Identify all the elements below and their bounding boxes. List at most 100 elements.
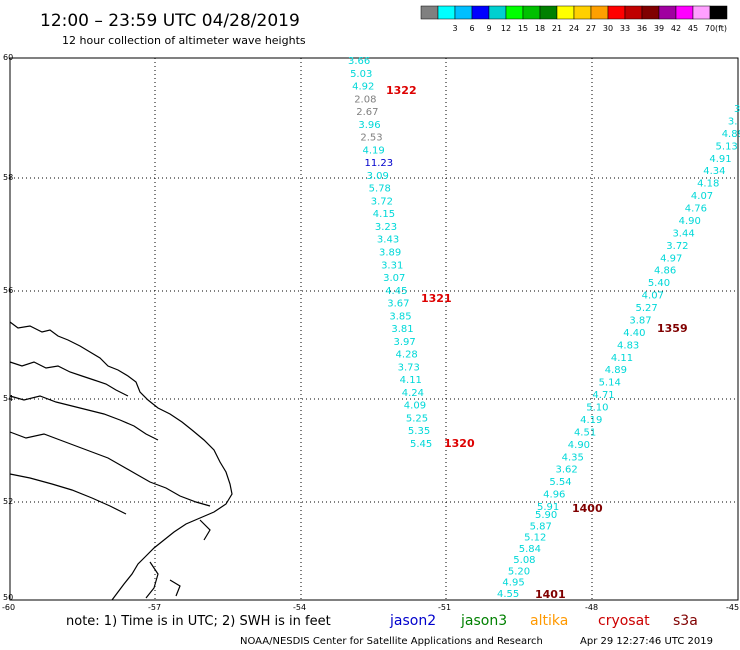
wave-height-label: 4.18 (697, 179, 719, 190)
legend-swatch-label: 15 (518, 24, 528, 33)
wave-height-label: 4.86 (654, 266, 676, 277)
wave-height-label: 3.89 (379, 248, 401, 259)
wave-height-label: 3.96 (358, 120, 380, 131)
wave-height-label: 5.45 (410, 439, 432, 450)
legend-swatch-label: 33 (620, 24, 630, 33)
lon-label-54: -54 (293, 603, 306, 612)
legend-swatch-label: 42 (671, 24, 681, 33)
legend-swatch-label: 12 (501, 24, 511, 33)
legend-swatch (641, 5, 660, 20)
legend-swatch (709, 5, 728, 20)
altimeter-tracks: 3.665.034.922.082.673.962.534.1911.233.0… (348, 56, 740, 601)
map-subtitle: 12 hour collection of altimeter wave hei… (62, 34, 306, 47)
pass-time-label: 1321 (421, 292, 452, 305)
wave-height-label: 3.62 (555, 465, 577, 476)
legend-swatch (573, 5, 592, 20)
wave-height-label: 4.92 (352, 82, 374, 93)
pass-time-label: 1401 (535, 588, 566, 601)
wave-height-label: 4.90 (568, 440, 590, 451)
wave-height-label: 5.40 (648, 278, 670, 289)
legend-swatch-label: 30 (603, 24, 613, 33)
legend-swatch (471, 5, 490, 20)
wave-height-label: 5.03 (350, 69, 372, 80)
legend-swatch-label: 6 (469, 24, 474, 33)
wave-height-label: 4.35 (562, 452, 584, 463)
lon-label-60: -60 (2, 603, 15, 612)
wave-height-label: 4.89 (722, 129, 740, 140)
legend-swatch (658, 5, 677, 20)
legend-swatch (607, 5, 626, 20)
wave-height-label: 5.54 (549, 477, 571, 488)
pass-time-label: 1322 (386, 84, 417, 97)
legend-swatch (420, 5, 439, 20)
lat-label-50: 50 (3, 593, 13, 602)
legend-swatch (505, 5, 524, 20)
longitude-labels: -60 -57 -54 -51 -48 -45 (2, 603, 739, 612)
map-title: 12:00 – 23:59 UTC 04/28/2019 (40, 11, 300, 31)
legend-swatch (454, 5, 473, 20)
wave-height-label: 4.96 (543, 490, 565, 501)
wave-height-label: 3.66 (348, 56, 370, 67)
pass-time-label: 1359 (657, 322, 688, 335)
wave-height-label: 5.20 (508, 566, 530, 577)
wave-height-label: 4.45 (385, 286, 407, 297)
wave-height-label: 2.67 (356, 107, 378, 118)
wave-height-label: 3.67 (387, 299, 409, 310)
wave-height-label: 3.87 (629, 315, 651, 326)
wave-height-label: 4.28 (396, 350, 418, 361)
legend-swatch (590, 5, 609, 20)
legend-swatch-label: 24 (569, 24, 579, 33)
wave-height-label: 5.25 (406, 413, 428, 424)
wave-height-label: 3.23 (375, 222, 397, 233)
legend-swatch-label: 39 (654, 24, 664, 33)
coastline-outline (9, 321, 233, 601)
legend-swatch-label: 27 (586, 24, 596, 33)
wave-height-label: 4.90 (679, 216, 701, 227)
legend-swatch (624, 5, 643, 20)
legend-swatch (488, 5, 507, 20)
wave-height-label: 4.71 (592, 390, 614, 401)
legend-swatch (692, 5, 711, 20)
wave-height-label: 4.95 (502, 578, 524, 589)
satellite-s3a: s3a (673, 613, 698, 629)
wave-height-label: 3.31 (381, 260, 403, 271)
wave-height-label: 3.97 (393, 337, 415, 348)
satellite-jason2: jason2 (389, 613, 436, 629)
wave-height-label: 11.23 (365, 158, 394, 169)
wave-height-label: 4.97 (660, 253, 682, 264)
wave-height-label: 4.11 (400, 375, 422, 386)
lat-label-54: 54 (3, 394, 13, 403)
wave-height-label: 5.87 (530, 521, 552, 532)
wave-height-label: 4.89 (605, 365, 627, 376)
lon-label-45: -45 (726, 603, 739, 612)
legend-swatch-label: 45 (688, 24, 698, 33)
wave-height-label: 4.40 (623, 328, 645, 339)
wave-height-label: 5.27 (636, 303, 658, 314)
wave-height-label: 4.51 (574, 427, 596, 438)
legend-unit: (ft) (715, 24, 727, 33)
wave-height-label: 3.85 (389, 311, 411, 322)
legend-swatch (522, 5, 541, 20)
lon-label-48: -48 (585, 603, 598, 612)
wave-height-label: 5.90 (535, 510, 557, 521)
color-legend: 3 6 9 12 15 18 21 24 27 30 33 36 39 42 45 70 (ft) (420, 5, 728, 33)
legend-swatch (539, 5, 558, 20)
wave-height-label: 4.34 (703, 166, 725, 177)
wave-height-label: 5.10 (586, 403, 608, 414)
satellite-altika: altika (530, 613, 568, 629)
legend-swatch (556, 5, 575, 20)
wave-height-label: 4.91 (709, 154, 731, 165)
wave-height-label: 5.12 (524, 533, 546, 544)
satellite-cryosat: cryosat (598, 613, 650, 629)
wave-height-label: 2.53 (360, 133, 382, 144)
wave-height-label: 3.73 (398, 362, 420, 373)
satellite-key: jason2 jason3 altika cryosat s3a (389, 613, 698, 629)
wave-height-label: 5.13 (716, 141, 738, 152)
wave-height-label: 5.08 (513, 555, 535, 566)
map-frame (9, 57, 739, 601)
legend-swatch (437, 5, 456, 20)
wave-height-label: 5.91 (537, 502, 559, 513)
pass-time-label: 1320 (444, 437, 475, 450)
legend-swatch-label: 70 (705, 24, 715, 33)
